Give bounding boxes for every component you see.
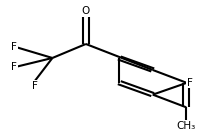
- Text: F: F: [187, 78, 193, 88]
- Text: CH₃: CH₃: [177, 121, 196, 131]
- Text: F: F: [32, 81, 37, 91]
- Text: F: F: [11, 62, 17, 72]
- Text: F: F: [11, 42, 17, 52]
- Text: O: O: [82, 6, 90, 16]
